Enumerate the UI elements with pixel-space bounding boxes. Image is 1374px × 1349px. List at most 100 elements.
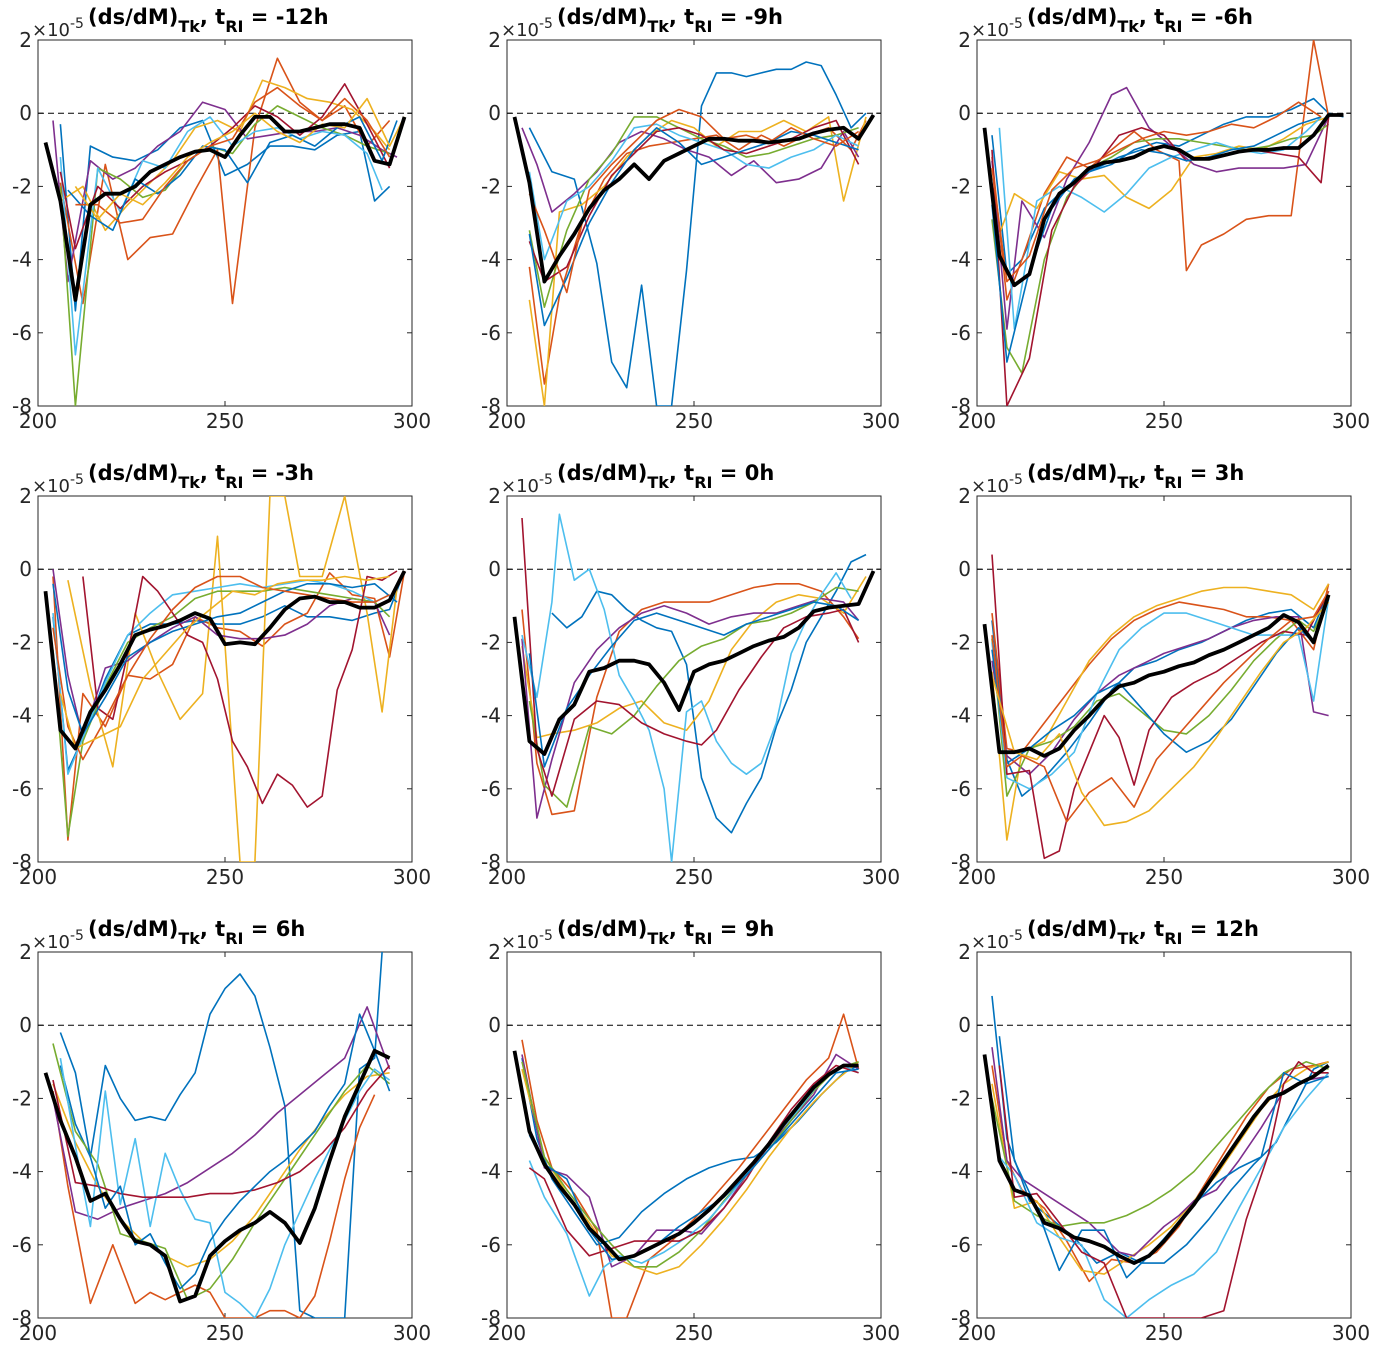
subplot-6: 200 250 300 -8 -6 -4 -2 0 2 ×10-5 (ds/dM)Tk, tRI =… bbox=[12, 917, 431, 1345]
y-tick-label: -2 bbox=[12, 630, 32, 654]
series-line-8 bbox=[59, 1013, 391, 1290]
y-tick-label: -6 bbox=[951, 321, 971, 345]
y-exponent-label: ×10-5 bbox=[501, 928, 553, 953]
series-line-9 bbox=[528, 108, 860, 294]
y-tick-label: -8 bbox=[12, 850, 32, 874]
series-line-7 bbox=[82, 570, 398, 808]
y-tick-label: 0 bbox=[19, 101, 32, 125]
y-tick-label: -2 bbox=[951, 630, 971, 654]
axes-frame bbox=[976, 495, 1352, 863]
x-tick-label: 300 bbox=[1332, 865, 1370, 889]
series-line-1 bbox=[991, 97, 1344, 276]
series-group bbox=[512, 513, 876, 862]
series-group bbox=[43, 57, 407, 406]
subplot-title: (ds/dM)Tk, tRI = -3h bbox=[88, 461, 314, 492]
y-tick-label: 2 bbox=[958, 940, 971, 964]
series-line-9 bbox=[75, 86, 391, 224]
subplot-title: (ds/dM)Tk, tRI = -12h bbox=[88, 5, 329, 36]
series-line-6 bbox=[528, 123, 859, 261]
x-tick-label: 200 bbox=[958, 865, 996, 889]
x-tick-label: 200 bbox=[958, 1321, 996, 1345]
series-line-5 bbox=[991, 598, 1330, 797]
subplot-7: 200 250 300 -8 -6 -4 -2 0 2 ×10-5 (ds/dM)Tk, tRI =… bbox=[481, 917, 900, 1345]
y-tick-label: -4 bbox=[951, 1160, 971, 1184]
mean-line bbox=[43, 115, 407, 302]
series-group bbox=[43, 952, 391, 1318]
y-exponent-label: ×10-5 bbox=[971, 16, 1023, 41]
series-line-3 bbox=[528, 116, 867, 406]
series-line-1 bbox=[528, 61, 867, 406]
y-tick-label: -2 bbox=[12, 1086, 32, 1110]
series-line-2 bbox=[991, 583, 1330, 754]
y-exponent-label: ×10-5 bbox=[32, 928, 84, 953]
series-line-9 bbox=[991, 101, 1322, 283]
series-line-10 bbox=[59, 575, 390, 750]
subplot-title: (ds/dM)Tk, tRI = 3h bbox=[1027, 461, 1244, 492]
y-tick-label: -4 bbox=[12, 1160, 32, 1184]
y-exponent-label: ×10-5 bbox=[971, 472, 1023, 497]
series-line-10 bbox=[991, 601, 1330, 827]
mean-line bbox=[982, 113, 1344, 288]
y-exponent-label: ×10-5 bbox=[501, 16, 553, 41]
y-tick-label: -2 bbox=[481, 630, 501, 654]
subplot-title: (ds/dM)Tk, tRI = 9h bbox=[557, 917, 774, 948]
y-tick-label: 0 bbox=[958, 557, 971, 581]
x-tick-label: 250 bbox=[206, 1321, 244, 1345]
y-exponent-label: ×10-5 bbox=[501, 472, 553, 497]
x-tick-label: 250 bbox=[1145, 1321, 1183, 1345]
series-line-8 bbox=[991, 598, 1330, 765]
y-tick-label: -6 bbox=[481, 1233, 501, 1257]
axes-frame bbox=[506, 495, 882, 863]
series-group bbox=[982, 554, 1331, 860]
series-group bbox=[512, 1013, 860, 1318]
y-tick-label: -4 bbox=[951, 248, 971, 272]
subplot-title: (ds/dM)Tk, tRI = -9h bbox=[557, 5, 783, 36]
series-line-2 bbox=[521, 582, 860, 816]
series-line-1 bbox=[59, 952, 383, 1318]
y-tick-label: -8 bbox=[481, 394, 501, 418]
y-tick-label: -6 bbox=[951, 1233, 971, 1257]
mean-line bbox=[982, 1054, 1330, 1265]
x-tick-label: 250 bbox=[206, 409, 244, 433]
y-tick-label: -8 bbox=[951, 394, 971, 418]
mean-line bbox=[512, 1050, 859, 1262]
mean-line bbox=[43, 1048, 391, 1304]
series-line-5 bbox=[991, 1061, 1329, 1228]
axes-frame bbox=[976, 39, 1352, 407]
y-tick-label: -4 bbox=[481, 248, 501, 272]
y-tick-label: 2 bbox=[19, 28, 32, 52]
x-tick-label: 250 bbox=[675, 1321, 713, 1345]
y-tick-label: -4 bbox=[12, 248, 32, 272]
mean-line bbox=[982, 594, 1331, 758]
series-line-7 bbox=[528, 1064, 859, 1257]
y-tick-label: -6 bbox=[481, 777, 501, 801]
y-tick-label: -8 bbox=[951, 850, 971, 874]
series-line-9 bbox=[52, 575, 390, 761]
series-line-3 bbox=[991, 583, 1330, 841]
series-line-7 bbox=[991, 116, 1330, 406]
y-tick-label: -2 bbox=[951, 174, 971, 198]
x-tick-label: 200 bbox=[488, 865, 526, 889]
series-line-3 bbox=[59, 79, 391, 232]
series-group bbox=[43, 496, 407, 862]
y-tick-label: -4 bbox=[12, 704, 32, 728]
subplot-2: 200 250 300 -8 -6 -4 -2 0 2 ×10-5 (ds/dM)Tk, tRI =… bbox=[951, 5, 1370, 433]
y-tick-label: 2 bbox=[19, 484, 32, 508]
series-line-8 bbox=[52, 582, 398, 735]
series-line-4 bbox=[991, 1047, 1329, 1257]
x-tick-label: 250 bbox=[1145, 409, 1183, 433]
y-tick-label: -4 bbox=[951, 704, 971, 728]
subplot-8: 200 250 300 -8 -6 -4 -2 0 2 ×10-5 (ds/dM)Tk, tRI =… bbox=[951, 917, 1370, 1345]
y-exponent-label: ×10-5 bbox=[971, 928, 1023, 953]
series-line-5 bbox=[528, 116, 859, 309]
y-tick-label: 0 bbox=[958, 101, 971, 125]
x-tick-label: 300 bbox=[1332, 1321, 1370, 1345]
y-tick-label: -6 bbox=[12, 1233, 32, 1257]
y-tick-label: 2 bbox=[488, 940, 501, 964]
axes-frame bbox=[976, 951, 1352, 1319]
series-line-4 bbox=[52, 101, 398, 283]
axes-frame bbox=[506, 39, 882, 407]
subplot-title: (ds/dM)Tk, tRI = -6h bbox=[1027, 5, 1253, 36]
y-tick-label: -8 bbox=[12, 394, 32, 418]
